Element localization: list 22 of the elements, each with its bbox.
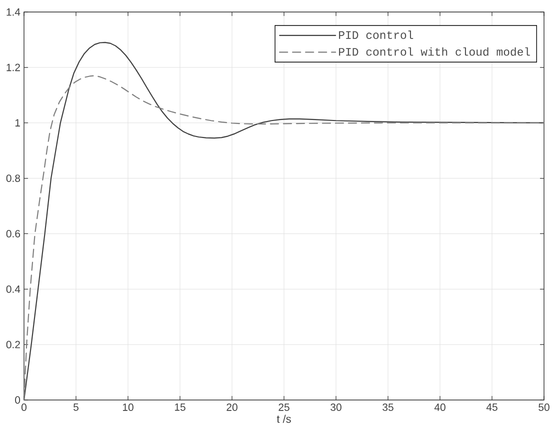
x-tick-label: 5 xyxy=(74,404,78,411)
x-tick-label: 30 xyxy=(330,404,342,411)
y-tick-label: 1.4 xyxy=(6,8,20,16)
x-tick-label: 10 xyxy=(122,404,134,411)
y-tick-label: 1 xyxy=(15,119,20,126)
x-tick-label: 25 xyxy=(278,404,290,411)
x-tick-label: 45 xyxy=(486,404,498,411)
y-tick-label: 0 xyxy=(15,396,20,404)
y-tick-label: 0.4 xyxy=(6,285,20,293)
x-tick-label: 35 xyxy=(382,404,394,411)
y-tick-label: 0.2 xyxy=(6,340,20,348)
legend-label: PID control with cloud model xyxy=(339,47,530,56)
y-tick-label: 0.6 xyxy=(6,230,20,238)
x-tick-label: 0 xyxy=(21,404,26,411)
x-tick-label: 50 xyxy=(538,404,550,411)
x-axis-title: t /s xyxy=(276,414,291,423)
x-tick-label: 15 xyxy=(174,404,186,411)
legend-label: PID control xyxy=(339,30,414,39)
y-tick-label: 0.8 xyxy=(6,174,20,182)
x-tick-label: 20 xyxy=(226,404,238,411)
y-tick-label: 1.2 xyxy=(6,64,20,72)
x-tick-label: 40 xyxy=(434,404,446,411)
